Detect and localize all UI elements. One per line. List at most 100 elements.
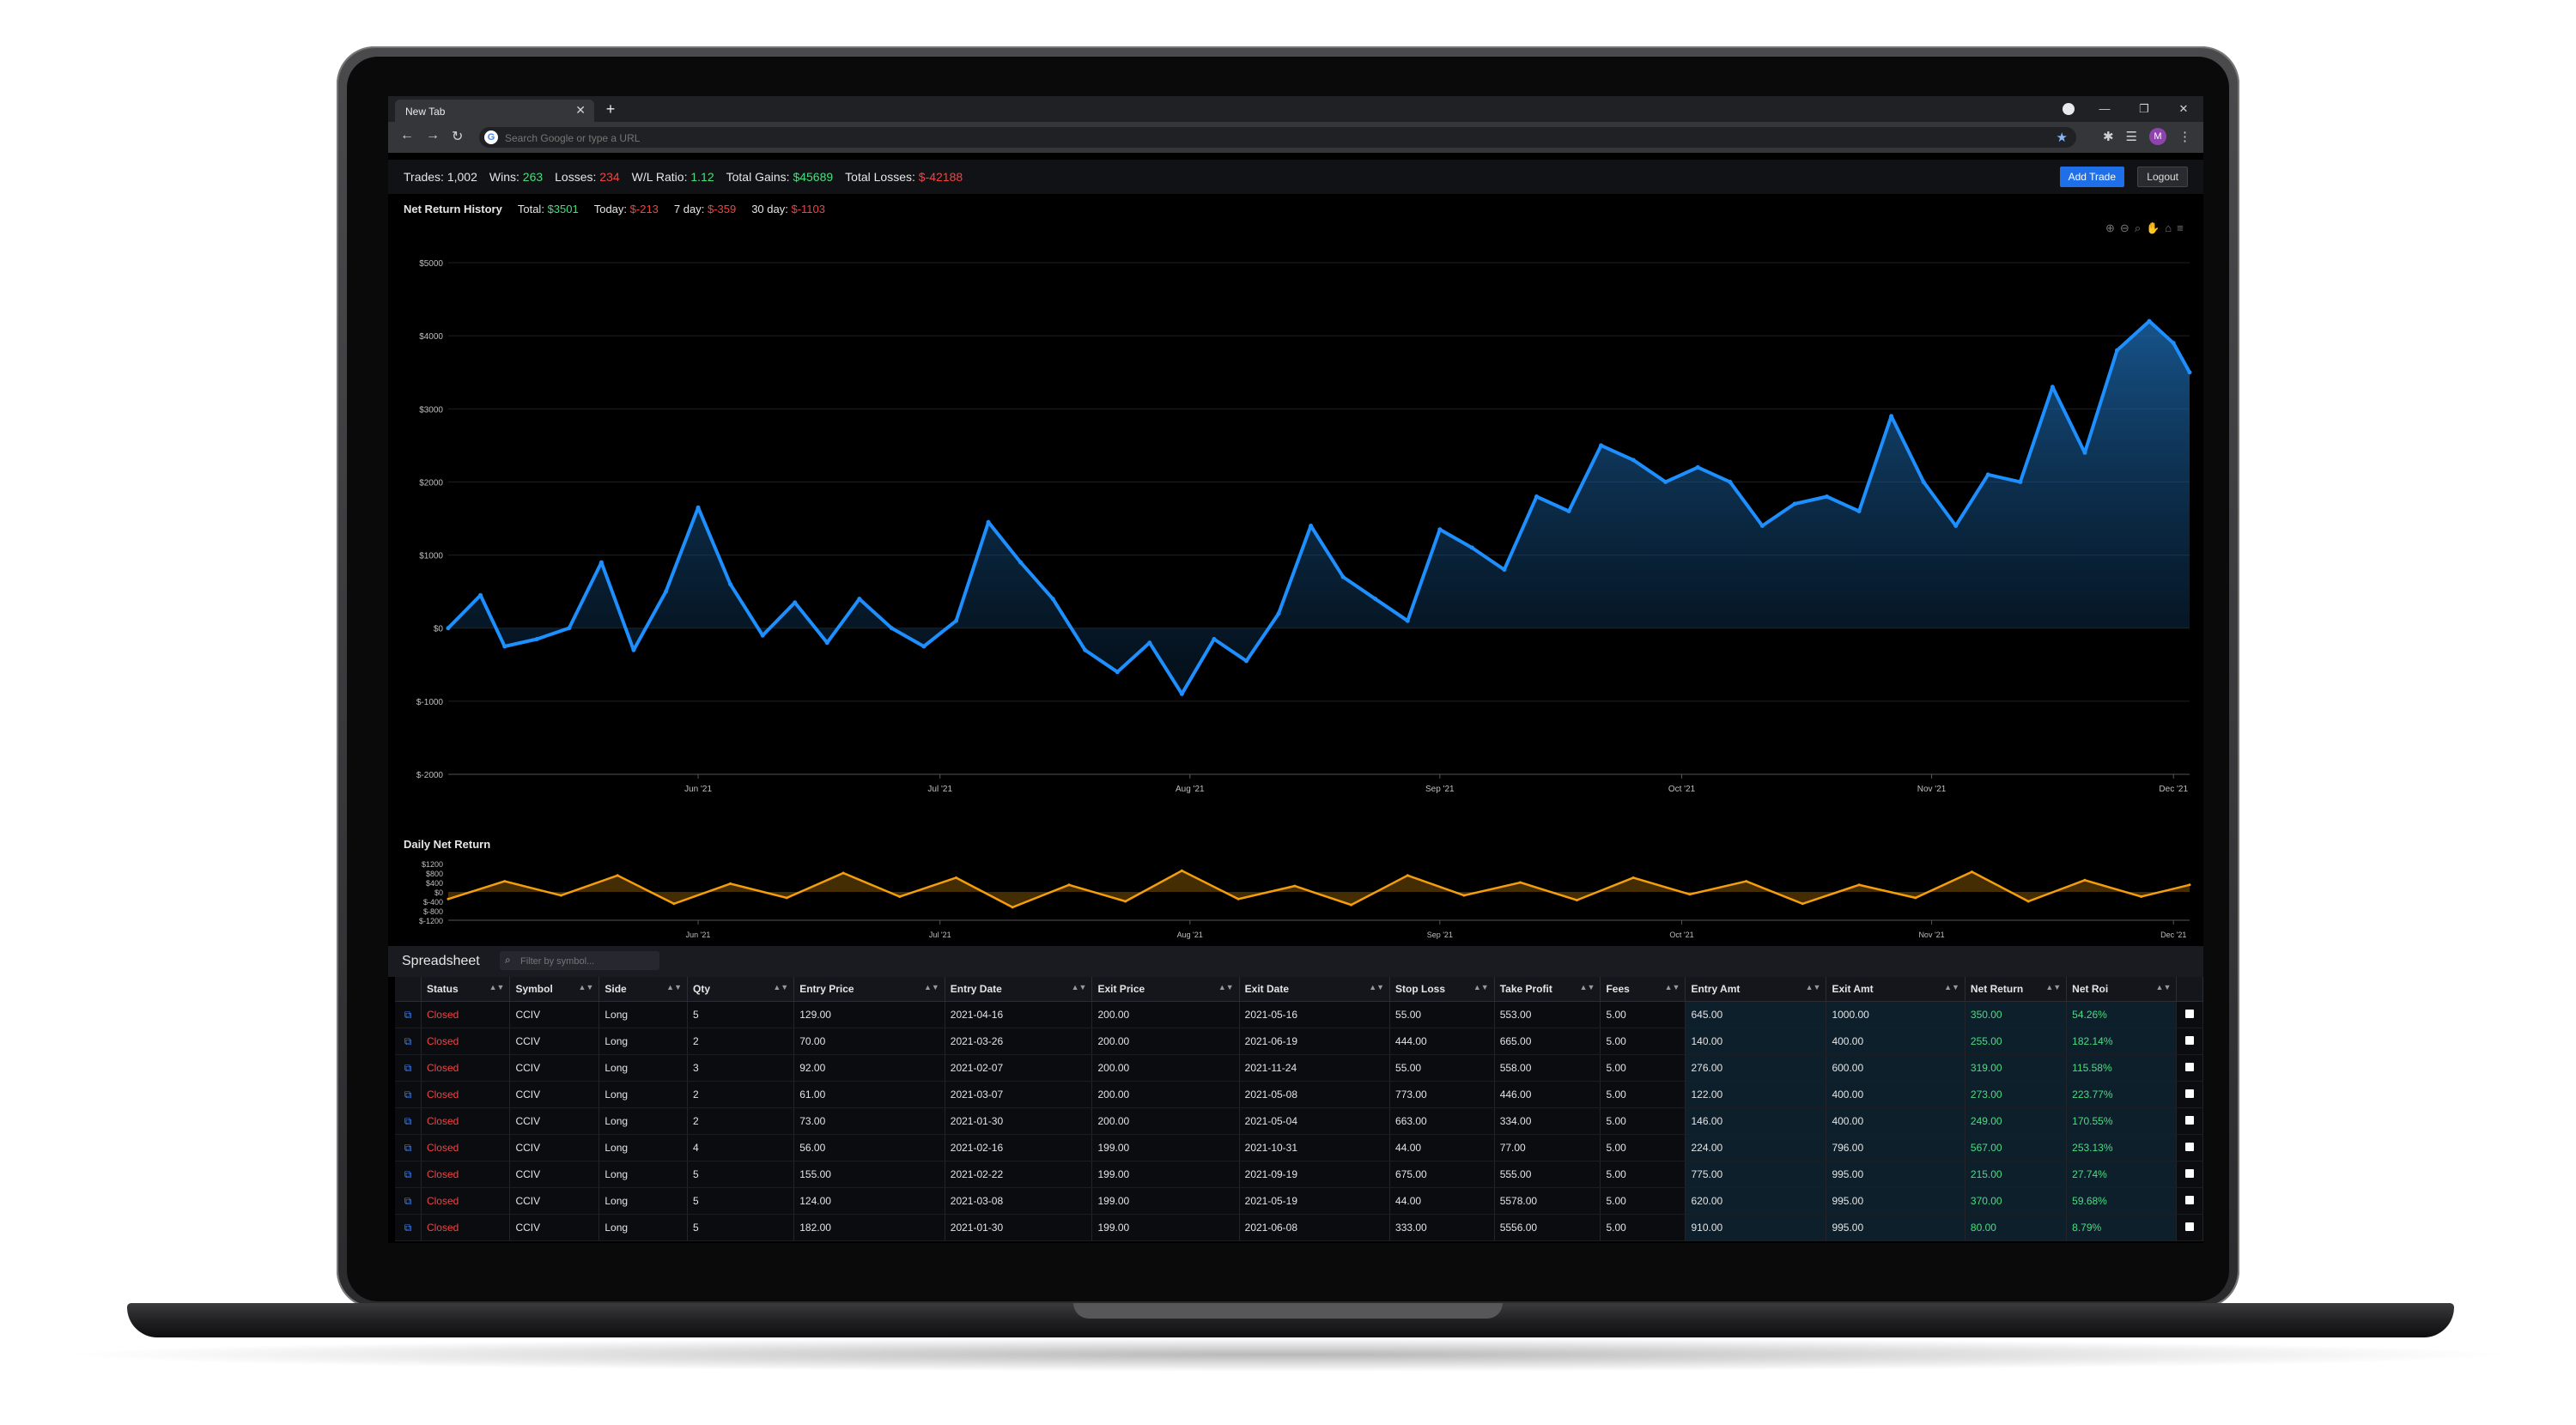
reload-icon[interactable]: ↻ bbox=[452, 130, 464, 144]
column-header[interactable]: Exit Price ▲▼ bbox=[1091, 977, 1240, 1002]
kebab-menu-icon[interactable]: ⋮ bbox=[2178, 130, 2191, 144]
table-row[interactable]: ⧉ Closed CCIV Long 3 92.00 2021-02-07 200.00 202… bbox=[395, 1054, 2203, 1082]
table-row[interactable]: ⧉ Closed CCIV Long 2 70.00 2021-03-26 200.00 202… bbox=[395, 1028, 2203, 1055]
browser-tab[interactable]: New Tab ✕ bbox=[395, 100, 594, 122]
new-tab-icon[interactable]: + bbox=[605, 100, 616, 118]
column-header[interactable]: Stop Loss ▲▼ bbox=[1389, 977, 1495, 1002]
table-row[interactable]: ⧉ Closed CCIV Long 4 56.00 2021-02-16 199.00 202… bbox=[395, 1134, 2203, 1161]
table-row[interactable]: ⧉ Closed CCIV Long 2 73.00 2021-01-30 200.00 202… bbox=[395, 1107, 2203, 1135]
table-row[interactable]: ⧉ Closed CCIV Long 5 124.00 2021-03-08 199.00 20… bbox=[395, 1187, 2203, 1215]
sort-icon[interactable]: ▲▼ bbox=[1071, 983, 1087, 991]
media-control-icon[interactable] bbox=[2063, 103, 2075, 115]
edit-row-icon[interactable]: ⧉ bbox=[395, 1081, 422, 1108]
column-header[interactable]: Entry Price ▲▼ bbox=[793, 977, 945, 1002]
restore-icon[interactable]: ❐ bbox=[2139, 102, 2149, 115]
row-checkbox[interactable] bbox=[2185, 1116, 2195, 1125]
row-action-header bbox=[395, 977, 422, 1002]
column-header[interactable]: Entry Amt ▲▼ bbox=[1685, 977, 1827, 1002]
column-header[interactable]: Qty ▲▼ bbox=[687, 977, 795, 1002]
close-tab-icon[interactable]: ✕ bbox=[575, 103, 586, 117]
table-row[interactable]: ⧉ Closed CCIV Long 5 155.00 2021-02-22 199.00 20… bbox=[395, 1161, 2203, 1188]
sort-icon[interactable]: ▲▼ bbox=[2045, 983, 2062, 991]
extensions-puzzle-icon[interactable]: ✱ bbox=[2102, 130, 2114, 144]
column-header[interactable]: Take Profit ▲▼ bbox=[1494, 977, 1601, 1002]
chart-menu-icon[interactable]: ≡ bbox=[2177, 221, 2184, 234]
row-checkbox[interactable] bbox=[2185, 1063, 2195, 1071]
row-checkbox[interactable] bbox=[2185, 1169, 2195, 1178]
sort-icon[interactable]: ▲▼ bbox=[1664, 983, 1680, 991]
data-point bbox=[1745, 880, 1748, 883]
edit-row-icon[interactable]: ⧉ bbox=[395, 1001, 422, 1028]
column-header[interactable]: Symbol ▲▼ bbox=[509, 977, 600, 1002]
profile-avatar[interactable]: M bbox=[2149, 128, 2166, 145]
table-cell: 200.00 bbox=[1091, 1081, 1240, 1108]
close-window-icon[interactable]: ✕ bbox=[2178, 102, 2189, 115]
sort-icon[interactable]: ▲▼ bbox=[578, 983, 594, 991]
data-point bbox=[889, 626, 894, 631]
sort-icon[interactable]: ▲▼ bbox=[1369, 983, 1385, 991]
row-checkbox[interactable] bbox=[2185, 1143, 2195, 1151]
omnibox[interactable]: G ★ bbox=[479, 127, 2076, 148]
table-row[interactable]: ⧉ Closed CCIV Long 5 129.00 2021-04-16 200.00 20… bbox=[395, 1001, 2203, 1028]
pan-hand-icon[interactable]: ✋ bbox=[2146, 221, 2160, 234]
table-cell: 5.00 bbox=[1600, 1187, 1686, 1215]
column-header[interactable]: Exit Date ▲▼ bbox=[1239, 977, 1391, 1002]
data-point bbox=[598, 560, 604, 565]
data-point bbox=[559, 894, 562, 897]
data-point bbox=[955, 876, 957, 879]
reset-home-icon[interactable]: ⌂ bbox=[2165, 221, 2172, 234]
address-input[interactable] bbox=[503, 130, 2035, 147]
edit-row-icon[interactable]: ⧉ bbox=[395, 1028, 422, 1055]
reading-list-icon[interactable]: ☰ bbox=[2125, 130, 2137, 144]
column-header[interactable]: Net Return ▲▼ bbox=[1965, 977, 2068, 1002]
edit-row-icon[interactable]: ⧉ bbox=[395, 1054, 422, 1082]
sort-icon[interactable]: ▲▼ bbox=[773, 983, 789, 991]
sort-icon[interactable]: ▲▼ bbox=[1944, 983, 1959, 991]
sort-icon[interactable]: ▲▼ bbox=[2155, 983, 2172, 991]
table-row[interactable]: ⧉ Closed CCIV Long 2 61.00 2021-03-07 200.00 202… bbox=[395, 1081, 2203, 1108]
row-checkbox[interactable] bbox=[2185, 1222, 2195, 1231]
sort-icon[interactable]: ▲▼ bbox=[923, 983, 939, 991]
row-checkbox[interactable] bbox=[2185, 1196, 2195, 1204]
symbol-filter-input[interactable] bbox=[519, 953, 659, 970]
row-checkbox[interactable] bbox=[2185, 1010, 2195, 1018]
sort-icon[interactable]: ▲▼ bbox=[1473, 983, 1489, 991]
total-losses-stat: Total Losses: $-42188 bbox=[845, 170, 963, 184]
edit-row-icon[interactable]: ⧉ bbox=[395, 1107, 422, 1135]
edit-row-icon[interactable]: ⧉ bbox=[395, 1187, 422, 1215]
table-cell: CCIV bbox=[509, 1001, 600, 1028]
forward-icon[interactable]: → bbox=[426, 128, 440, 142]
add-trade-button[interactable]: Add Trade bbox=[2059, 167, 2124, 187]
logout-button[interactable]: Logout bbox=[2137, 167, 2188, 187]
column-header[interactable]: Net Roi ▲▼ bbox=[2066, 977, 2178, 1002]
column-header-label: Entry Price bbox=[799, 983, 854, 995]
edit-row-icon[interactable]: ⧉ bbox=[395, 1161, 422, 1188]
table-row[interactable]: ⧉ Closed CCIV Long 5 182.00 2021-01-30 199.00 20… bbox=[395, 1214, 2203, 1241]
bookmark-star-icon[interactable]: ★ bbox=[2056, 130, 2068, 145]
trade-table: Status ▲▼ Symbol ▲▼ Side ▲▼ Qty ▲▼ Entry Price ▲▼… bbox=[395, 977, 2203, 1241]
row-checkbox[interactable] bbox=[2185, 1089, 2195, 1098]
column-header[interactable]: Status ▲▼ bbox=[421, 977, 511, 1002]
data-point bbox=[1236, 897, 1240, 900]
column-header[interactable]: Side ▲▼ bbox=[598, 977, 688, 1002]
zoom-out-icon[interactable]: ⊖ bbox=[2119, 221, 2129, 234]
table-cell: 645.00 bbox=[1685, 1001, 1827, 1028]
table-cell: Closed bbox=[421, 1107, 511, 1135]
sort-icon[interactable]: ▲▼ bbox=[489, 983, 505, 991]
table-cell: 200.00 bbox=[1091, 1054, 1240, 1082]
edit-row-icon[interactable]: ⧉ bbox=[395, 1134, 422, 1161]
minimize-icon[interactable]: — bbox=[2099, 102, 2111, 115]
back-icon[interactable]: ← bbox=[400, 128, 414, 142]
sort-icon[interactable]: ▲▼ bbox=[1218, 983, 1234, 991]
column-header[interactable]: Entry Date ▲▼ bbox=[945, 977, 1093, 1002]
table-cell: 215.00 bbox=[1965, 1161, 2068, 1188]
sort-icon[interactable]: ▲▼ bbox=[666, 983, 682, 991]
zoom-in-icon[interactable]: ⊕ bbox=[2105, 221, 2115, 234]
column-header[interactable]: Fees ▲▼ bbox=[1600, 977, 1686, 1002]
edit-row-icon[interactable]: ⧉ bbox=[395, 1214, 422, 1241]
sort-icon[interactable]: ▲▼ bbox=[1579, 983, 1595, 991]
column-header[interactable]: Exit Amt ▲▼ bbox=[1826, 977, 1965, 1002]
row-checkbox[interactable] bbox=[2185, 1036, 2195, 1045]
selection-zoom-icon[interactable]: ⌕ bbox=[2134, 221, 2142, 234]
sort-icon[interactable]: ▲▼ bbox=[1805, 983, 1821, 991]
